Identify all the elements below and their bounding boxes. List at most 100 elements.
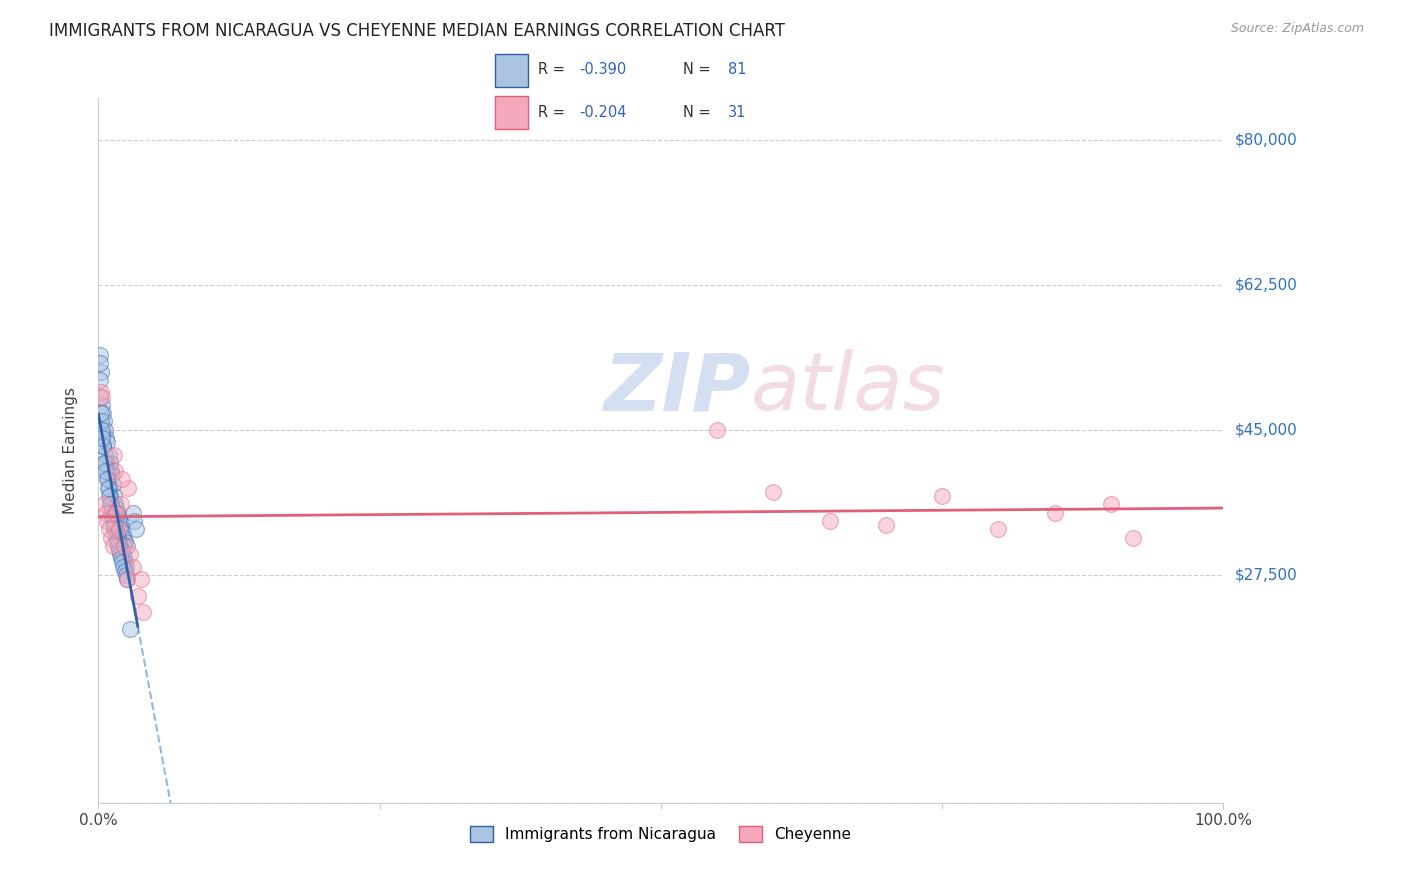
Point xyxy=(96,435,118,450)
Point xyxy=(101,468,124,483)
Point xyxy=(111,473,134,487)
Point xyxy=(91,439,114,453)
Text: IMMIGRANTS FROM NICARAGUA VS CHEYENNE MEDIAN EARNINGS CORRELATION CHART: IMMIGRANTS FROM NICARAGUA VS CHEYENNE ME… xyxy=(49,22,785,40)
Point xyxy=(1099,497,1122,511)
Point xyxy=(111,555,134,569)
Point xyxy=(96,431,118,445)
Text: ZIP: ZIP xyxy=(603,350,751,427)
Point xyxy=(107,506,129,520)
Point xyxy=(89,356,111,370)
Point xyxy=(122,559,145,574)
Point xyxy=(89,348,111,362)
Y-axis label: Median Earnings: Median Earnings xyxy=(63,387,77,514)
Point xyxy=(93,448,115,462)
Point xyxy=(91,426,114,441)
Point xyxy=(103,506,125,520)
Text: 31: 31 xyxy=(728,104,747,120)
Point xyxy=(110,497,132,511)
Text: -0.204: -0.204 xyxy=(579,104,627,120)
Text: 81: 81 xyxy=(728,62,747,78)
Point xyxy=(706,423,728,437)
Point xyxy=(103,448,125,462)
Point xyxy=(101,476,124,491)
Point xyxy=(89,390,111,404)
Point xyxy=(98,481,121,495)
Point xyxy=(100,464,122,478)
Point xyxy=(94,456,117,470)
Point xyxy=(111,547,134,561)
Point xyxy=(96,464,118,478)
Point xyxy=(100,506,122,520)
Point xyxy=(97,448,120,462)
Text: R =: R = xyxy=(538,104,569,120)
Text: N =: N = xyxy=(683,104,716,120)
Point xyxy=(117,481,139,495)
Point xyxy=(98,489,121,503)
Point xyxy=(115,539,138,553)
Point xyxy=(114,534,136,549)
Point xyxy=(98,522,121,536)
Point xyxy=(91,406,114,420)
Legend: Immigrants from Nicaragua, Cheyenne: Immigrants from Nicaragua, Cheyenne xyxy=(464,820,858,848)
Point xyxy=(110,551,132,566)
Point xyxy=(931,489,953,503)
Point xyxy=(93,414,115,428)
Point xyxy=(96,473,118,487)
Point xyxy=(818,514,841,528)
Point xyxy=(105,501,128,516)
Point xyxy=(112,559,135,574)
Point xyxy=(114,564,136,578)
Point xyxy=(104,514,127,528)
Text: $45,000: $45,000 xyxy=(1234,422,1298,437)
Point xyxy=(101,539,124,553)
Text: atlas: atlas xyxy=(751,350,946,427)
Point xyxy=(97,489,120,503)
Point xyxy=(91,390,114,404)
Point xyxy=(112,531,135,545)
Bar xyxy=(495,96,529,129)
Point xyxy=(115,572,138,586)
Point xyxy=(94,423,117,437)
Point xyxy=(114,567,136,582)
Point xyxy=(122,506,145,520)
Point xyxy=(118,547,141,561)
Text: $27,500: $27,500 xyxy=(1234,567,1298,582)
Point xyxy=(93,456,115,470)
Point xyxy=(124,514,146,528)
Point xyxy=(129,572,152,586)
Text: R =: R = xyxy=(538,62,569,78)
Point xyxy=(875,518,897,533)
Point xyxy=(107,522,129,536)
Point xyxy=(90,406,112,420)
Point xyxy=(110,543,132,558)
Point xyxy=(124,522,146,536)
Point xyxy=(1122,531,1144,545)
Point xyxy=(1043,506,1066,520)
Point xyxy=(103,518,125,533)
Point xyxy=(105,534,128,549)
Point xyxy=(100,531,122,545)
Point xyxy=(112,551,135,566)
Point xyxy=(110,539,132,553)
Point xyxy=(112,526,135,541)
Point xyxy=(132,605,155,619)
Point xyxy=(105,526,128,541)
Point xyxy=(98,456,121,470)
Point xyxy=(107,509,129,524)
Point xyxy=(90,365,112,379)
Text: N =: N = xyxy=(683,62,716,78)
Point xyxy=(105,506,128,520)
Point xyxy=(112,539,135,553)
Point xyxy=(96,514,118,528)
Point xyxy=(90,398,112,412)
Text: -0.390: -0.390 xyxy=(579,62,627,78)
Point xyxy=(108,543,131,558)
Point xyxy=(93,439,115,453)
Point xyxy=(90,414,112,428)
Point xyxy=(101,509,124,524)
Point xyxy=(107,539,129,553)
Point xyxy=(762,484,785,499)
Point xyxy=(93,497,115,511)
Point xyxy=(108,514,131,528)
Point xyxy=(103,522,125,536)
